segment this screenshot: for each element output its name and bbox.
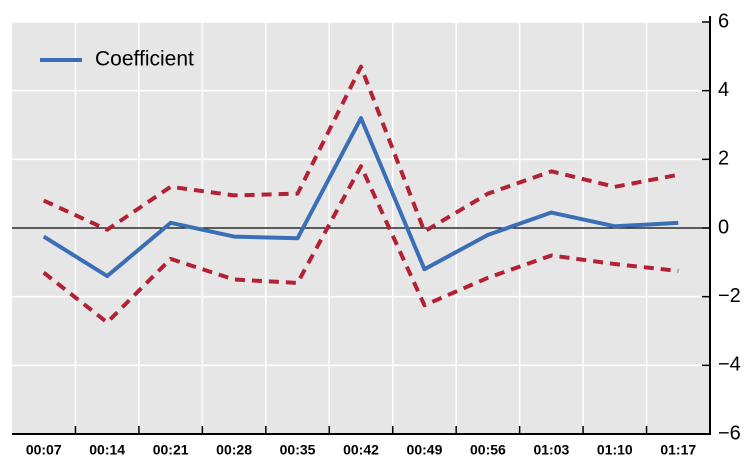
x-tick-label: 01:10 bbox=[597, 442, 633, 458]
y-tick-label: 4 bbox=[718, 79, 729, 101]
x-tick-label: 00:14 bbox=[89, 442, 125, 458]
legend-label: Coefficient bbox=[95, 48, 194, 71]
y-tick-label: 6 bbox=[718, 10, 729, 32]
x-tick-label: 00:56 bbox=[470, 442, 506, 458]
x-tick-label: 00:21 bbox=[153, 442, 189, 458]
x-tick-label: 00:35 bbox=[280, 442, 316, 458]
band-line bbox=[42, 164, 679, 325]
x-tick-label: 00:42 bbox=[343, 442, 379, 458]
series-line bbox=[42, 116, 679, 279]
x-tick-label: 00:49 bbox=[407, 442, 443, 458]
x-tick-label: 01:17 bbox=[660, 442, 696, 458]
x-tick-label: 00:07 bbox=[26, 442, 62, 458]
y-tick-label: −2 bbox=[718, 285, 741, 307]
y-tick-label: −6 bbox=[718, 422, 741, 444]
y-tick-label: 2 bbox=[718, 148, 729, 170]
x-tick-label: 01:03 bbox=[533, 442, 569, 458]
band-line bbox=[42, 64, 679, 234]
y-tick-label: 0 bbox=[718, 216, 729, 238]
x-tick-label: 00:28 bbox=[216, 442, 252, 458]
y-tick-label: −4 bbox=[718, 354, 741, 376]
